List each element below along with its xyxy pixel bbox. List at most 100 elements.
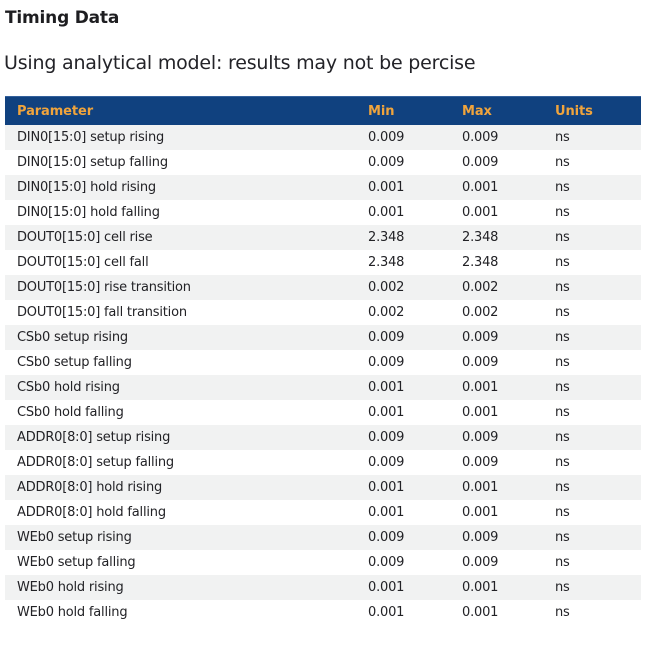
max-cell: 0.001	[462, 205, 499, 220]
parameter-cell: WEb0 hold falling	[17, 605, 128, 620]
units-cell: ns	[555, 530, 570, 545]
max-cell: 0.009	[462, 155, 499, 170]
max-cell: 0.001	[462, 505, 499, 520]
min-cell: 0.009	[368, 455, 405, 470]
page-subtitle: Using analytical model: results may not …	[4, 52, 476, 74]
units-cell: ns	[555, 230, 570, 245]
units-cell: ns	[555, 555, 570, 570]
min-cell: 0.009	[368, 130, 405, 145]
max-cell: 0.009	[462, 130, 499, 145]
table-row: ADDR0[8:0] hold rising 0.001 0.001 ns	[5, 475, 641, 500]
max-cell: 0.001	[462, 405, 499, 420]
parameter-cell: DOUT0[15:0] fall transition	[17, 305, 187, 320]
min-cell: 0.001	[368, 480, 405, 495]
units-cell: ns	[555, 355, 570, 370]
parameter-cell: ADDR0[8:0] setup falling	[17, 455, 174, 470]
max-cell: 2.348	[462, 255, 499, 270]
table-row: CSb0 hold rising 0.001 0.001 ns	[5, 375, 641, 400]
parameter-cell: WEb0 hold rising	[17, 580, 124, 595]
max-cell: 0.001	[462, 605, 499, 620]
table-row: WEb0 setup rising 0.009 0.009 ns	[5, 525, 641, 550]
table-row: ADDR0[8:0] setup falling 0.009 0.009 ns	[5, 450, 641, 475]
table-row: DIN0[15:0] setup rising 0.009 0.009 ns	[5, 125, 641, 150]
timing-data-table: Parameter Min Max Units DIN0[15:0] setup…	[5, 96, 641, 625]
min-cell: 0.009	[368, 155, 405, 170]
table-row: DIN0[15:0] hold falling 0.001 0.001 ns	[5, 200, 641, 225]
parameter-cell: CSb0 setup rising	[17, 330, 128, 345]
min-cell: 0.009	[368, 555, 405, 570]
table-row: DOUT0[15:0] fall transition 0.002 0.002 ns	[5, 300, 641, 325]
min-cell: 0.001	[368, 180, 405, 195]
parameter-cell: CSb0 setup falling	[17, 355, 132, 370]
table-row: WEb0 setup falling 0.009 0.009 ns	[5, 550, 641, 575]
units-cell: ns	[555, 205, 570, 220]
units-cell: ns	[555, 580, 570, 595]
max-cell: 0.009	[462, 330, 499, 345]
table-row: DIN0[15:0] hold rising 0.001 0.001 ns	[5, 175, 641, 200]
table-row: DOUT0[15:0] rise transition 0.002 0.002 ns	[5, 275, 641, 300]
parameter-cell: WEb0 setup rising	[17, 530, 132, 545]
table-row: DIN0[15:0] setup falling 0.009 0.009 ns	[5, 150, 641, 175]
units-cell: ns	[555, 405, 570, 420]
parameter-cell: DIN0[15:0] setup rising	[17, 130, 165, 145]
max-cell: 0.009	[462, 455, 499, 470]
units-cell: ns	[555, 180, 570, 195]
max-cell: 0.002	[462, 280, 499, 295]
max-cell: 0.002	[462, 305, 499, 320]
units-cell: ns	[555, 430, 570, 445]
units-cell: ns	[555, 455, 570, 470]
max-cell: 2.348	[462, 230, 499, 245]
units-cell: ns	[555, 505, 570, 520]
column-header-units: Units	[543, 96, 641, 125]
units-cell: ns	[555, 380, 570, 395]
max-cell: 0.009	[462, 430, 499, 445]
parameter-cell: CSb0 hold falling	[17, 405, 124, 420]
parameter-cell: ADDR0[8:0] hold rising	[17, 480, 163, 495]
parameter-cell: CSb0 hold rising	[17, 380, 120, 395]
units-cell: ns	[555, 605, 570, 620]
table-row: WEb0 hold falling 0.001 0.001 ns	[5, 600, 641, 625]
table-row: CSb0 setup falling 0.009 0.009 ns	[5, 350, 641, 375]
column-header-min: Min	[356, 96, 450, 125]
parameter-cell: DIN0[15:0] hold rising	[17, 180, 156, 195]
table-header-row: Parameter Min Max Units	[5, 96, 641, 125]
table-row: ADDR0[8:0] setup rising 0.009 0.009 ns	[5, 425, 641, 450]
min-cell: 2.348	[368, 230, 405, 245]
page-title: Timing Data	[5, 8, 120, 28]
units-cell: ns	[555, 155, 570, 170]
min-cell: 2.348	[368, 255, 405, 270]
min-cell: 0.002	[368, 305, 405, 320]
min-cell: 0.002	[368, 280, 405, 295]
min-cell: 0.001	[368, 405, 405, 420]
max-cell: 0.009	[462, 530, 499, 545]
table-row: DOUT0[15:0] cell fall 2.348 2.348 ns	[5, 250, 641, 275]
units-cell: ns	[555, 255, 570, 270]
table-row: CSb0 setup rising 0.009 0.009 ns	[5, 325, 641, 350]
units-cell: ns	[555, 305, 570, 320]
max-cell: 0.001	[462, 180, 499, 195]
parameter-cell: ADDR0[8:0] hold falling	[17, 505, 166, 520]
table-row: WEb0 hold rising 0.001 0.001 ns	[5, 575, 641, 600]
units-cell: ns	[555, 280, 570, 295]
max-cell: 0.001	[462, 380, 499, 395]
min-cell: 0.001	[368, 380, 405, 395]
table-row: CSb0 hold falling 0.001 0.001 ns	[5, 400, 641, 425]
parameter-cell: WEb0 setup falling	[17, 555, 136, 570]
parameter-cell: DIN0[15:0] hold falling	[17, 205, 160, 220]
min-cell: 0.009	[368, 530, 405, 545]
max-cell: 0.009	[462, 355, 499, 370]
min-cell: 0.009	[368, 355, 405, 370]
min-cell: 0.009	[368, 430, 405, 445]
parameter-cell: DOUT0[15:0] cell fall	[17, 255, 149, 270]
min-cell: 0.001	[368, 605, 405, 620]
max-cell: 0.009	[462, 555, 499, 570]
parameter-cell: DIN0[15:0] setup falling	[17, 155, 168, 170]
column-header-max: Max	[450, 96, 543, 125]
min-cell: 0.009	[368, 330, 405, 345]
max-cell: 0.001	[462, 580, 499, 595]
parameter-cell: DOUT0[15:0] rise transition	[17, 280, 191, 295]
units-cell: ns	[555, 130, 570, 145]
min-cell: 0.001	[368, 205, 405, 220]
units-cell: ns	[555, 480, 570, 495]
column-header-parameter: Parameter	[5, 96, 356, 125]
